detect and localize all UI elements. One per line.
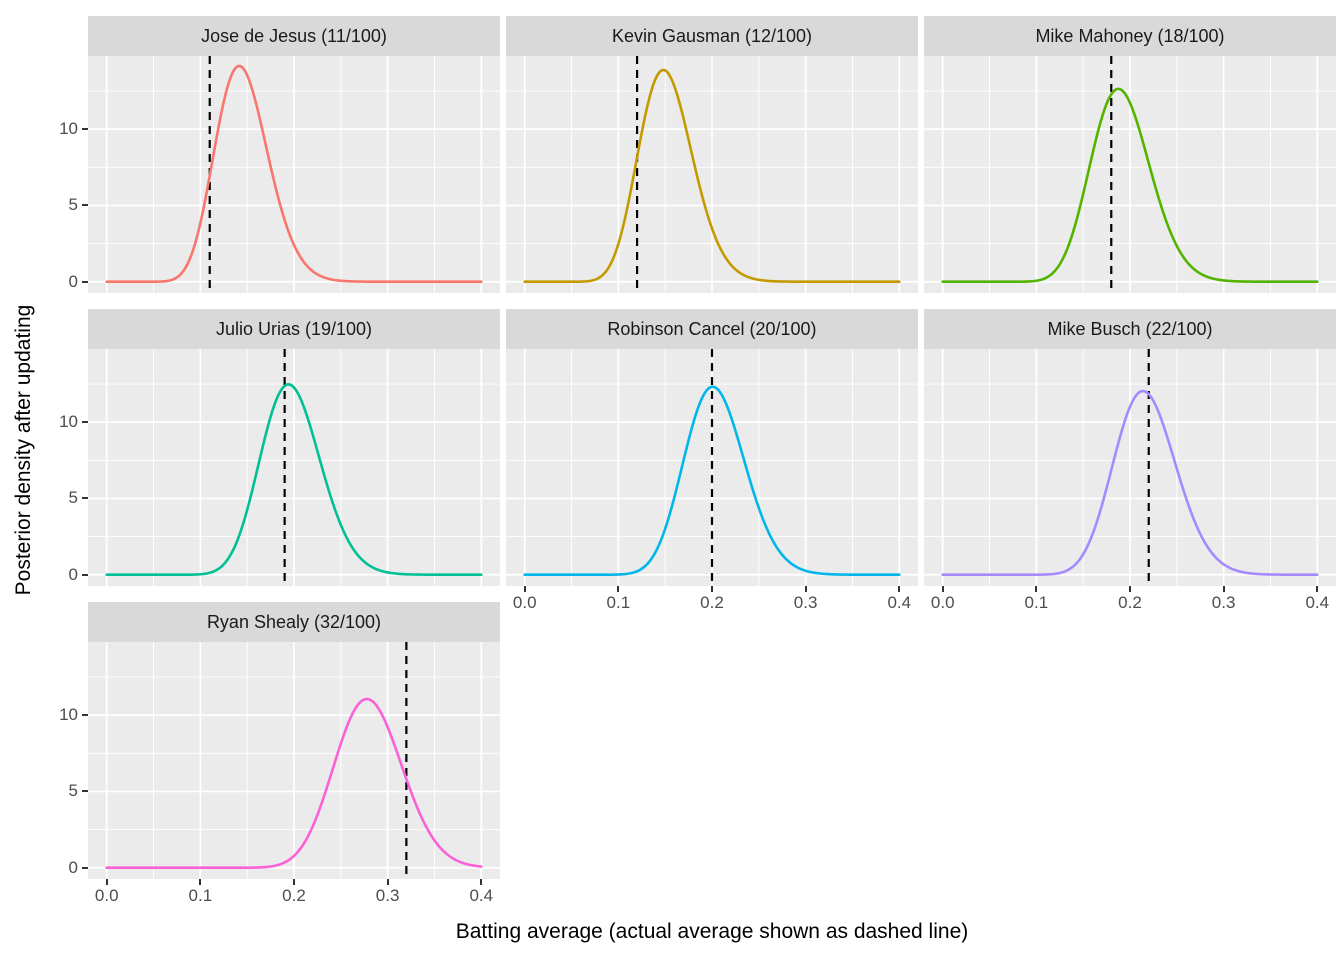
x-tick-mark: [480, 879, 483, 885]
y-tick-mark: [82, 204, 88, 207]
facet-panel: [506, 56, 918, 293]
y-tick-label: 0: [68, 271, 78, 291]
facet-jose-de-jesus: Jose de Jesus (11/100) 0 5 10: [59, 16, 500, 293]
facet-strip-label: Ryan Shealy (32/100): [206, 612, 382, 632]
x-tick-mark: [523, 586, 526, 592]
y-tick-mark: [82, 790, 88, 793]
x-tick-label: 0.4: [469, 886, 494, 905]
y-tick-mark: [82, 280, 88, 283]
x-tick-mark: [1316, 586, 1319, 592]
density-curve: [941, 389, 1319, 577]
facet-julio-urias: Julio Urias (19/100) 0 5 10: [59, 309, 500, 586]
x-tick-label: 0.3: [375, 886, 400, 905]
y-tick-label: 5: [68, 488, 78, 508]
facet-strip-label: Jose de Jesus (11/100): [201, 26, 387, 46]
x-tick-label: 0.4: [887, 593, 912, 612]
x-tick-mark: [293, 879, 295, 885]
density-curve: [105, 697, 483, 870]
facet-strip: Julio Urias (19/100): [88, 309, 500, 349]
x-tick-label: 0.2: [1118, 593, 1142, 612]
x-tick-mark: [711, 586, 713, 592]
facet-strip-label: Mike Busch (22/100): [1047, 319, 1213, 339]
facet-strip-label: Robinson Cancel (20/100): [607, 319, 817, 339]
density-curve: [523, 68, 901, 284]
x-tick-label: 0.0: [512, 593, 537, 612]
x-tick-mark: [1035, 586, 1038, 592]
x-tick-label: 0.3: [1211, 593, 1236, 612]
y-tick-mark: [82, 573, 88, 576]
facet-strip-label: Julio Urias (19/100): [215, 319, 373, 339]
x-tick-label: 0.0: [930, 593, 955, 612]
x-tick-mark: [617, 586, 620, 592]
x-tick-label: 0.2: [700, 593, 724, 612]
x-tick-label: 0.1: [606, 593, 631, 612]
facet-robinson-cancel: Robinson Cancel (20/100) 0.0 0.1 0.2 0.3 0.4: [506, 309, 918, 612]
y-tick-mark: [82, 866, 88, 869]
facet-panel: [924, 56, 1336, 293]
x-tick-label: 0.1: [188, 886, 213, 905]
density-curve: [941, 87, 1319, 284]
density-curve: [523, 385, 901, 577]
facet-panel: [506, 349, 918, 586]
y-tick-mark: [82, 128, 88, 131]
y-tick-mark: [82, 421, 88, 424]
x-tick-mark: [1222, 586, 1225, 592]
y-tick-label: 10: [59, 119, 78, 139]
facet-strip: Mike Busch (22/100): [924, 309, 1336, 349]
density-curve: [105, 64, 483, 284]
x-tick-label: 0.2: [282, 886, 306, 905]
facet-strip: Ryan Shealy (32/100): [88, 602, 500, 642]
x-tick-label: 0.3: [793, 593, 818, 612]
facet-mike-mahoney: Mike Mahoney (18/100): [924, 16, 1336, 293]
facet-panel: [88, 642, 500, 879]
facet-mike-busch: Mike Busch (22/100) 0.0 0.1 0.2 0.3 0.4: [924, 309, 1336, 612]
x-tick-mark: [898, 586, 901, 592]
x-tick-mark: [199, 879, 202, 885]
facet-strip-label: Kevin Gausman (12/100): [611, 26, 813, 46]
facet-strip: Jose de Jesus (11/100): [88, 16, 500, 56]
density-curve: [105, 383, 483, 577]
x-tick-label: 0.1: [1024, 593, 1049, 612]
facet-panel: [924, 349, 1336, 586]
x-tick-mark: [941, 586, 944, 592]
facet-strip-label: Mike Mahoney (18/100): [1035, 26, 1225, 46]
facet-strip: Kevin Gausman (12/100): [506, 16, 918, 56]
x-tick-mark: [1129, 586, 1131, 592]
y-tick-label: 5: [68, 195, 78, 215]
y-tick-label: 5: [68, 781, 78, 801]
facet-panel: [88, 349, 500, 586]
y-tick-label: 0: [68, 857, 78, 877]
x-tick-mark: [386, 879, 389, 885]
facet-panel: [88, 56, 500, 293]
y-tick-mark: [82, 497, 88, 500]
x-tick-mark: [105, 879, 108, 885]
x-axis-title: Batting average (actual average shown as…: [455, 920, 969, 943]
y-tick-label: 10: [59, 412, 78, 432]
y-tick-label: 0: [68, 564, 78, 584]
facet-kevin-gausman: Kevin Gausman (12/100): [506, 16, 918, 293]
x-tick-label: 0.0: [94, 886, 119, 905]
facet-ryan-shealy: Ryan Shealy (32/100) 0 5 10 0.0 0.1 0.2 0.3 0.4: [59, 602, 500, 905]
x-tick-label: 0.4: [1305, 593, 1330, 612]
y-tick-label: 10: [59, 705, 78, 725]
facet-strip: Mike Mahoney (18/100): [924, 16, 1336, 56]
y-axis-title: Posterior density after updating: [12, 304, 35, 596]
facet-strip: Robinson Cancel (20/100): [506, 309, 918, 349]
y-tick-mark: [82, 714, 88, 717]
x-tick-mark: [804, 586, 807, 592]
